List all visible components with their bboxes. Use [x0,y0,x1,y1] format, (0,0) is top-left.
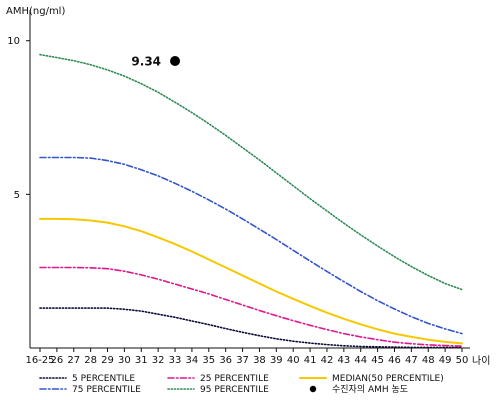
plot-lines [39,53,463,349]
y-axis-title: AMH(ng/ml) [6,6,65,17]
patient-amh-point [170,56,181,67]
x-tick-label: 37 [236,355,249,366]
axes: AMH(ng/ml) 나이 [6,6,490,367]
highlight-point-group: 9.34 [131,55,181,69]
x-tick-label: 47 [405,355,418,366]
x-tick-label: 45 [371,355,384,366]
series-line-median-50-percentile [39,217,463,345]
legend-label-25-percentile: 25 PERCENTILE [200,374,269,384]
x-tick-label: 43 [337,355,350,366]
patient-amh-value-label: 9.34 [131,55,161,69]
legend-label-5-percentile: 5 PERCENTILE [72,374,135,384]
x-tick-label: 44 [354,355,367,366]
x-tick-label: 29 [101,355,114,366]
x-tick-label: 38 [253,355,266,366]
x-tick-label: 31 [135,355,148,366]
legend-label-75-percentile: 75 PERCENTILE [72,385,141,395]
series-line-5-percentile [39,307,463,349]
legend-swatch-patient-amh [309,385,317,393]
x-tick-label: 50 [456,355,469,366]
x-tick-label: 46 [388,355,401,366]
x-tick-label: 28 [84,355,97,366]
x-tick-label: 26 [51,355,64,366]
x-tick-label: 33 [169,355,182,366]
x-tick-label: 30 [118,355,131,366]
x-tick-label: 35 [202,355,215,366]
series-line-25-percentile [39,266,463,348]
legend-label-patient-amh: 수진자의 AMH 농도 [332,384,408,395]
x-tick-label: 42 [321,355,334,366]
x-tick-label: 39 [270,355,283,366]
x-tick-label: 41 [304,355,317,366]
series-line-75-percentile [39,156,463,335]
series-line-95-percentile [39,53,463,291]
legend: 5 PERCENTILE 25 PERCENTILE MEDIAN(50 PERCE… [39,374,444,395]
y-tick-label: 10 [7,36,20,47]
x-tick-label: 34 [186,355,199,366]
x-tick-label: 27 [67,355,80,366]
x-axis-title: 나이 [472,355,490,367]
x-tick-label: 36 [219,355,232,366]
x-tick-label: 49 [439,355,452,366]
legend-label-median-50-percentile: MEDIAN(50 PERCENTILE) [332,374,444,384]
x-tick-label: 48 [422,355,435,366]
x-tick-label: 16-25 [25,355,54,366]
y-tick-label: 5 [14,190,20,201]
y-ticks: 5 10 [7,36,30,201]
x-tick-label: 40 [287,355,300,366]
legend-label-95-percentile: 95 PERCENTILE [200,385,269,395]
x-tick-label: 32 [152,355,165,366]
